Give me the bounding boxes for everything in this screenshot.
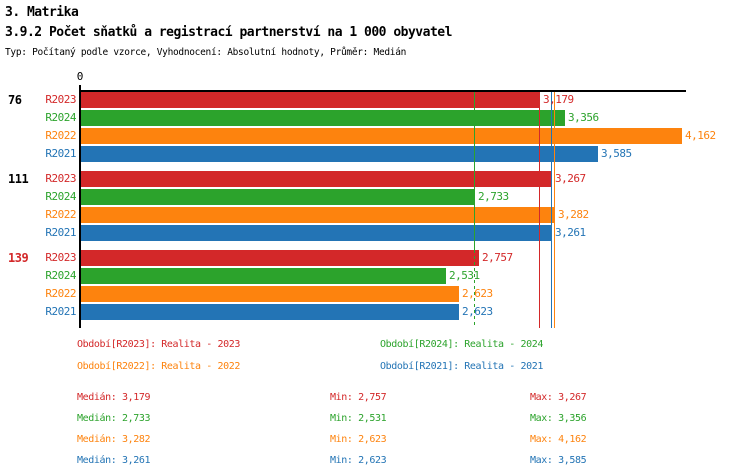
bar-value-label: 3,585 [601,147,632,160]
bar-111-R2024 [81,189,475,205]
bar-value-label: 2,623 [462,287,493,300]
bar-row-label-R2023: R2023 [45,172,76,185]
bar-row-label-R2022: R2022 [45,129,76,142]
median-line-R2023 [539,92,540,328]
bar-111-R2021 [81,225,552,241]
bar-row-label-R2023: R2023 [45,251,76,264]
bar-row-label-R2022: R2022 [45,287,76,300]
stat-median-r2021: Medián: 3,261 [77,455,151,466]
stat-max-r2021: Max: 3,585 [530,455,587,466]
legend-item-r2021: Období[R2021]: Realita - 2021 [380,361,543,372]
bar-row-label-R2021: R2021 [45,226,76,239]
bar-value-label: 3,267 [555,172,586,185]
plot-top-border [80,90,686,92]
bar-139-R2022 [81,286,459,302]
legend-item-r2023: Období[R2023]: Realita - 2023 [77,339,240,350]
stat-max-r2022: Max: 4,162 [530,434,587,445]
legend-item-r2022: Období[R2022]: Realita - 2022 [77,361,240,372]
bar-139-R2024 [81,268,446,284]
bar-111-R2022 [81,207,555,223]
stat-min-r2023: Min: 2,757 [330,392,387,403]
stat-min-r2024: Min: 2,531 [330,413,387,424]
bar-row-label-R2022: R2022 [45,208,76,221]
bar-row-label-R2023: R2023 [45,93,76,106]
bar-value-label: 2,623 [462,305,493,318]
median-line-R2022 [554,92,555,328]
bar-139-R2021 [81,304,459,320]
bar-value-label: 3,356 [568,111,599,124]
bar-76-R2021 [81,146,598,162]
stat-max-r2023: Max: 3,267 [530,392,587,403]
bar-row-label-R2024: R2024 [45,269,76,282]
group-label-111: 111 [8,172,29,186]
bar-row-label-R2024: R2024 [45,190,76,203]
bar-row-label-R2024: R2024 [45,111,76,124]
x-tick-label-zero: 0 [76,70,84,83]
page-title: 3. Matrika [5,5,79,20]
group-label-139: 139 [8,251,29,265]
chart-title: 3.9.2 Počet sňatků a registrací partners… [5,25,452,40]
stat-median-r2024: Medián: 2,733 [77,413,151,424]
stat-median-r2022: Medián: 3,282 [77,434,151,445]
bar-value-label: 2,733 [478,190,509,203]
bar-row-label-R2021: R2021 [45,147,76,160]
bar-76-R2024 [81,110,565,126]
group-label-76: 76 [8,93,22,107]
chart-description: Typ: Počítaný podle vzorce, Vyhodnocení:… [5,47,407,58]
bar-value-label: 3,282 [558,208,589,221]
y-axis-line [79,85,81,328]
stat-min-r2021: Min: 2,623 [330,455,387,466]
bar-value-label: 3,261 [555,226,586,239]
bar-76-R2022 [81,128,682,144]
bar-row-label-R2021: R2021 [45,305,76,318]
legend-item-r2024: Období[R2024]: Realita - 2024 [380,339,543,350]
bar-76-R2023 [81,92,540,108]
bar-value-label: 2,531 [449,269,480,282]
bar-value-label: 4,162 [685,129,716,142]
stat-min-r2022: Min: 2,623 [330,434,387,445]
bar-139-R2023 [81,250,479,266]
bar-value-label: 2,757 [482,251,513,264]
bar-111-R2023 [81,171,552,187]
median-line-R2024-dashed [474,250,475,328]
bar-value-label: 3,179 [543,93,574,106]
median-line-R2021 [551,92,552,328]
median-line-R2024 [474,92,475,250]
stat-max-r2024: Max: 3,356 [530,413,587,424]
stat-median-r2023: Medián: 3,179 [77,392,151,403]
